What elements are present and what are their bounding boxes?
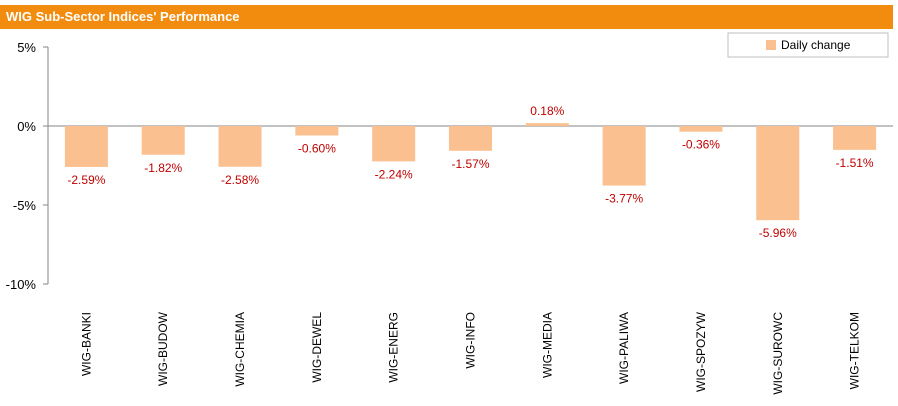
category-label: WIG-DEWEL	[310, 312, 324, 383]
category-label: WIG-MEDIA	[540, 312, 554, 378]
bar	[448, 126, 493, 151]
category-label: WIG-BANKI	[79, 312, 93, 376]
bar	[372, 126, 416, 162]
bar	[679, 126, 723, 132]
category-label: WIG-SPOZYW	[694, 311, 708, 392]
legend-label: Daily change	[781, 38, 851, 52]
category-label: WIG-BUDOW	[156, 311, 170, 386]
category-label: WIG-INFO	[464, 312, 478, 369]
y-tick-label: -5%	[13, 198, 37, 213]
bar	[141, 126, 185, 155]
data-label: -1.57%	[451, 157, 489, 171]
data-label: -5.96%	[759, 226, 797, 240]
bar	[295, 126, 339, 136]
bar	[64, 126, 108, 167]
legend-swatch	[766, 40, 776, 50]
bar	[218, 126, 262, 167]
y-tick-label: -10%	[6, 277, 37, 292]
bar	[756, 126, 800, 221]
bar	[602, 126, 646, 186]
data-label: 0.18%	[530, 104, 564, 118]
legend	[727, 32, 889, 58]
category-label: WIG-PALIWA	[617, 312, 631, 384]
data-label: -2.59%	[67, 173, 105, 187]
category-label: WIG-CHEMIA	[233, 312, 247, 387]
category-label: WIG-TELKOM	[848, 312, 862, 389]
category-label: WIG-ENERG	[387, 312, 401, 383]
data-label: -2.58%	[221, 173, 259, 187]
data-label: -0.36%	[682, 138, 720, 152]
data-label: -2.24%	[375, 167, 413, 181]
data-label: -1.51%	[836, 156, 874, 170]
data-label: -0.60%	[298, 141, 336, 155]
y-tick-label: 5%	[17, 40, 36, 55]
bar	[525, 123, 569, 126]
data-label: -3.77%	[605, 192, 643, 206]
bar	[833, 126, 877, 150]
chart-title: WIG Sub-Sector Indices' Performance	[0, 5, 893, 29]
data-label: -1.82%	[144, 161, 182, 175]
y-tick-label: 0%	[17, 119, 36, 134]
category-label: WIG-SUROWC	[771, 312, 785, 395]
